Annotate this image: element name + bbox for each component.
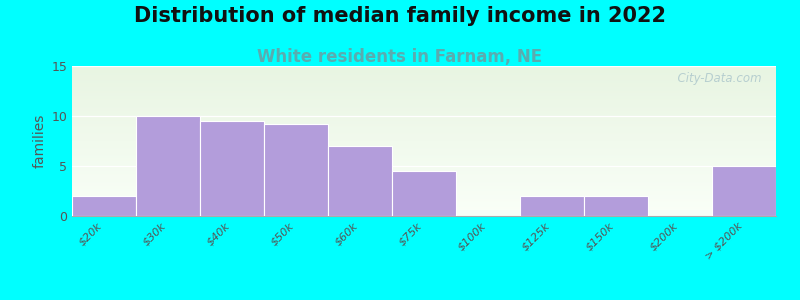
Bar	[264, 124, 328, 216]
Text: White residents in Farnam, NE: White residents in Farnam, NE	[258, 48, 542, 66]
Bar	[392, 171, 456, 216]
Bar	[328, 146, 392, 216]
Text: Distribution of median family income in 2022: Distribution of median family income in …	[134, 6, 666, 26]
Bar	[136, 116, 200, 216]
Y-axis label: families: families	[33, 114, 47, 168]
Bar	[200, 121, 264, 216]
Bar	[712, 166, 776, 216]
Bar	[520, 196, 584, 216]
Bar	[584, 196, 648, 216]
Text: City-Data.com: City-Data.com	[670, 72, 762, 85]
Bar	[72, 196, 136, 216]
